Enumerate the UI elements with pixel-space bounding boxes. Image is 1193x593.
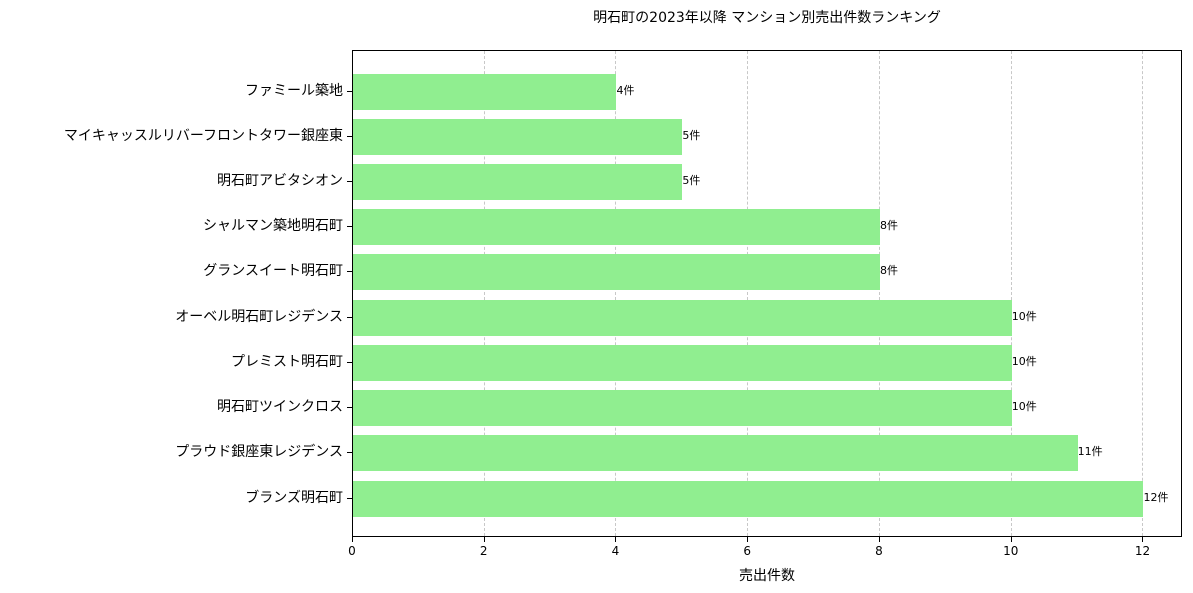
x-tick <box>615 537 617 542</box>
gridline <box>878 51 880 536</box>
bar-value-label: 10件 <box>1011 310 1037 323</box>
y-tick <box>347 181 352 182</box>
y-tick <box>347 271 352 272</box>
x-tick-label: 2 <box>479 544 488 558</box>
bar <box>353 345 1012 381</box>
y-tick-label: 明石町アビタシオン <box>217 173 343 189</box>
plot-area: 4件 5件 5件 8件 8件 10件 10件 10件 11件 12件 <box>352 50 1182 537</box>
y-tick <box>347 226 352 227</box>
bar <box>353 209 880 245</box>
bar <box>353 481 1144 517</box>
x-tick-label: 8 <box>875 544 883 558</box>
x-tick-label: 0 <box>348 544 356 558</box>
bar <box>353 164 683 200</box>
bar-value-label: 10件 <box>1011 355 1037 368</box>
y-tick <box>347 498 352 499</box>
y-tick <box>347 362 352 363</box>
y-tick-label: ファミール築地 <box>245 83 343 99</box>
gridline <box>747 51 749 536</box>
bar-value-label: 5件 <box>682 129 701 142</box>
y-tick <box>347 452 352 453</box>
x-tick <box>878 537 880 542</box>
y-tick-label: プレミスト明石町 <box>231 354 343 370</box>
x-tick-label: 12 <box>1134 544 1151 558</box>
bar-value-label: 11件 <box>1077 445 1103 458</box>
bar-value-label: 8件 <box>879 219 898 232</box>
x-tick-label: 6 <box>743 544 752 558</box>
gridline <box>615 51 617 536</box>
bar-value-label: 5件 <box>682 174 701 187</box>
bar-value-label: 4件 <box>616 84 635 97</box>
y-tick <box>347 407 352 408</box>
y-tick-label: 明石町ツインクロス <box>217 399 343 415</box>
y-tick <box>347 91 352 92</box>
y-tick-label: プラウド銀座東レジデンス <box>175 444 343 460</box>
gridline <box>483 51 485 536</box>
bar <box>353 119 683 155</box>
x-tick <box>747 537 749 542</box>
y-tick-label: マイキャッスルリバーフロントタワー銀座東 <box>63 128 343 144</box>
x-tick <box>352 537 353 542</box>
bar <box>353 74 617 110</box>
y-tick-label: グランスイート明石町 <box>203 263 343 279</box>
bar-value-label: 8件 <box>879 264 898 277</box>
x-tick <box>483 537 485 542</box>
gridline <box>1142 51 1144 536</box>
x-tick <box>1142 537 1144 542</box>
bar <box>353 254 880 290</box>
y-tick-label: ブランズ明石町 <box>245 490 343 506</box>
bar <box>353 390 1012 426</box>
y-tick-label: シャルマン築地明石町 <box>203 218 343 234</box>
gridline <box>1010 51 1012 536</box>
bar <box>353 300 1012 336</box>
x-tick-label: 4 <box>611 544 620 558</box>
x-axis-label: 売出件数 <box>739 568 795 584</box>
bar-value-label: 10件 <box>1011 400 1037 413</box>
y-tick-label: オーベル明石町レジデンス <box>175 309 343 325</box>
bar-value-label: 12件 <box>1143 491 1169 504</box>
bar <box>353 435 1078 471</box>
chart-title: 明石町の2023年以降 マンション別売出件数ランキング <box>593 10 941 26</box>
x-tick <box>1010 537 1012 542</box>
x-tick-label: 10 <box>1003 544 1019 558</box>
y-tick <box>347 317 352 318</box>
y-tick <box>347 136 352 137</box>
